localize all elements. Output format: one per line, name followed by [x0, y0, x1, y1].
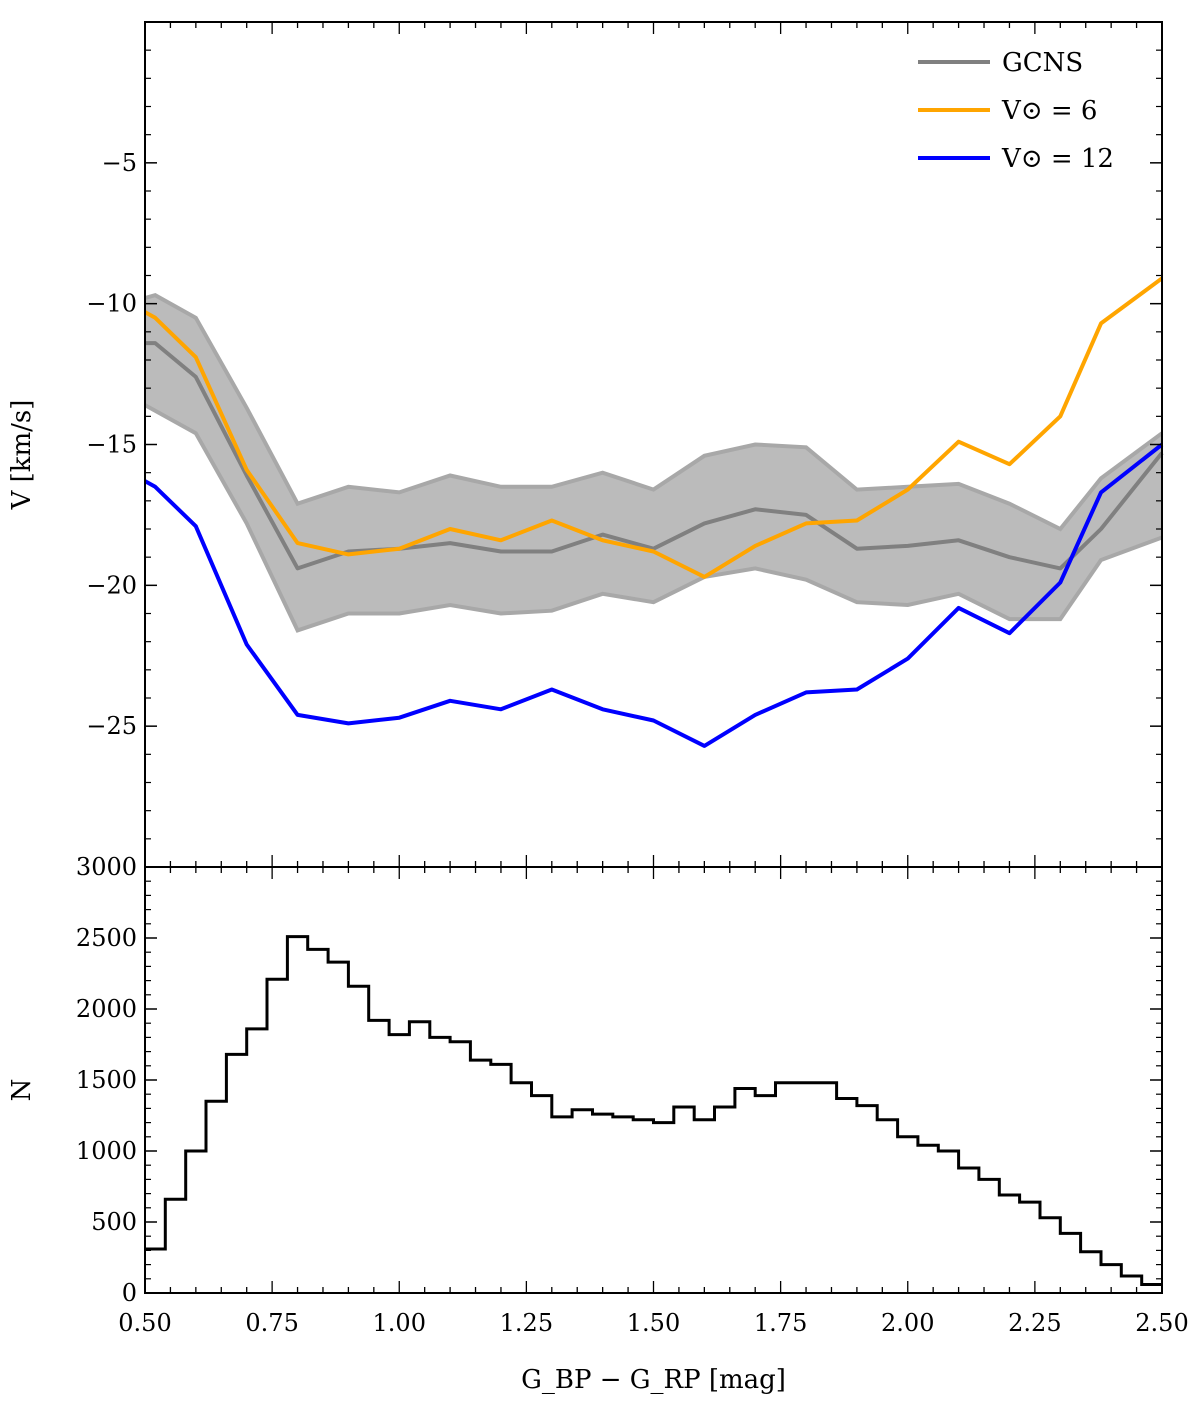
legend-label-v12: V⊙ = 12: [1001, 144, 1114, 174]
band-edge-lower: [144, 403, 1163, 633]
x-tick-label: 1.50: [627, 1309, 680, 1337]
legend-label-gcns: GCNS: [1002, 48, 1083, 78]
x-axis-label: G_BP − G_RP [mag]: [521, 1365, 786, 1395]
histogram-panel: 0 500 1000 1500 2000 2500 3000 0.50 0.75 1.00 1.25…: [7, 853, 1189, 1395]
hist-y-tick-label: 0: [122, 1279, 137, 1307]
velocity-y-axis-label: V [km/s]: [7, 400, 37, 511]
hist-y-tick-label: 1000: [76, 1137, 137, 1165]
legend-label-v6: V⊙ = 6: [1001, 96, 1097, 126]
band-edge-upper: [144, 293, 1164, 532]
x-tick-label: 2.25: [1008, 1309, 1061, 1337]
x-tick-label: 1.75: [754, 1309, 807, 1337]
y-tick-label: −25: [86, 712, 137, 740]
x-tick-label: 0.50: [118, 1309, 171, 1337]
hist-y-tick-label: 500: [91, 1208, 137, 1236]
hist-y-tick-label: 2000: [76, 995, 137, 1023]
x-tick-label: 0.75: [245, 1309, 298, 1337]
y-tick-label: −5: [102, 149, 137, 177]
hist-y-tick-label: 2500: [76, 924, 137, 952]
x-tick-label: 1.25: [500, 1309, 553, 1337]
histogram-y-axis-label: N: [7, 1079, 37, 1102]
legend: GCNS V⊙ = 6 V⊙ = 12: [918, 48, 1114, 174]
hist-y-tick-label: 1500: [76, 1066, 137, 1094]
velocity-panel: −5 −10 −15 −20 −25 GCNS V⊙ = 6 V⊙ = 12 V [km…: [7, 21, 1164, 868]
x-tick-label: 2.50: [1135, 1309, 1188, 1337]
velocity-series-lines: [144, 276, 1164, 748]
x-tick-label: 1.00: [373, 1309, 426, 1337]
y-tick-label: −15: [86, 431, 137, 459]
histogram-outline: [145, 935, 1162, 1286]
histogram-panel-frame: [144, 866, 1163, 1294]
series-line-1: [144, 276, 1164, 579]
x-tick-label: 2.00: [881, 1309, 934, 1337]
y-tick-label: −20: [86, 571, 137, 599]
series-line-0: [145, 341, 1164, 571]
histogram-axis-ticks: 0 500 1000 1500 2000 2500 3000 0.50 0.75 1.00 1.25…: [76, 853, 1189, 1337]
hist-y-tick-label: 3000: [76, 853, 137, 881]
series-line-2: [144, 442, 1164, 748]
y-tick-label: −10: [86, 290, 137, 318]
